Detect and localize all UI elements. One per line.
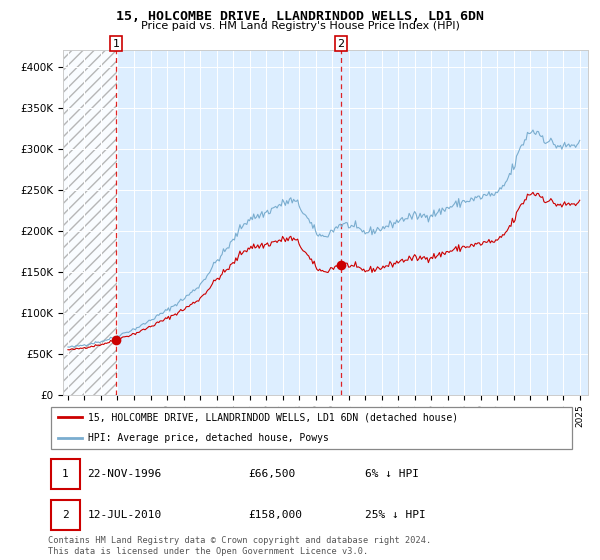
Text: HPI: Average price, detached house, Powys: HPI: Average price, detached house, Powy…	[88, 433, 328, 443]
Text: 22-NOV-1996: 22-NOV-1996	[88, 469, 162, 479]
Text: 1: 1	[62, 469, 69, 479]
Text: 15, HOLCOMBE DRIVE, LLANDRINDOD WELLS, LD1 6DN: 15, HOLCOMBE DRIVE, LLANDRINDOD WELLS, L…	[116, 10, 484, 22]
FancyBboxPatch shape	[50, 500, 80, 530]
Text: 25% ↓ HPI: 25% ↓ HPI	[365, 510, 425, 520]
Text: 2: 2	[62, 510, 69, 520]
Text: Contains HM Land Registry data © Crown copyright and database right 2024.
This d: Contains HM Land Registry data © Crown c…	[48, 536, 431, 556]
Text: 15, HOLCOMBE DRIVE, LLANDRINDOD WELLS, LD1 6DN (detached house): 15, HOLCOMBE DRIVE, LLANDRINDOD WELLS, L…	[88, 412, 458, 422]
Bar	[63, 50, 118, 395]
Text: £66,500: £66,500	[248, 469, 296, 479]
FancyBboxPatch shape	[50, 407, 572, 449]
Text: 2: 2	[337, 39, 344, 49]
Text: £158,000: £158,000	[248, 510, 302, 520]
FancyBboxPatch shape	[50, 459, 80, 489]
Text: Price paid vs. HM Land Registry's House Price Index (HPI): Price paid vs. HM Land Registry's House …	[140, 21, 460, 31]
Text: 12-JUL-2010: 12-JUL-2010	[88, 510, 162, 520]
Text: 6% ↓ HPI: 6% ↓ HPI	[365, 469, 419, 479]
Text: 1: 1	[112, 39, 119, 49]
